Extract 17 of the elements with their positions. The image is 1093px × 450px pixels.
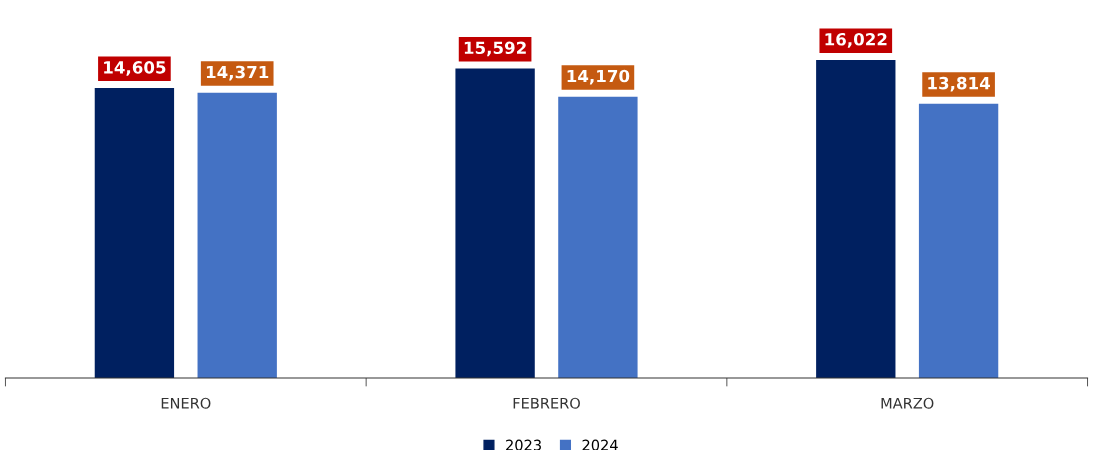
bar [197,92,277,378]
bar [918,103,999,378]
data-label: 16,022 [825,32,887,48]
bar [94,88,175,378]
legend-label: 2023 [506,439,541,450]
x-tick-label: FEBRERO [513,397,580,409]
data-label: 14,605 [104,61,166,76]
x-tick-label: ENERO [161,397,211,409]
data-label: 13,814 [928,76,990,92]
data-label: 14,371 [206,65,269,81]
data-label: 15,592 [464,41,526,57]
bar [455,68,535,378]
legend-label: 2024 [582,439,618,450]
bar [816,59,896,378]
bar [558,96,638,378]
x-tick-label: MARZO [881,397,934,409]
data-label: 14,170 [567,69,630,85]
